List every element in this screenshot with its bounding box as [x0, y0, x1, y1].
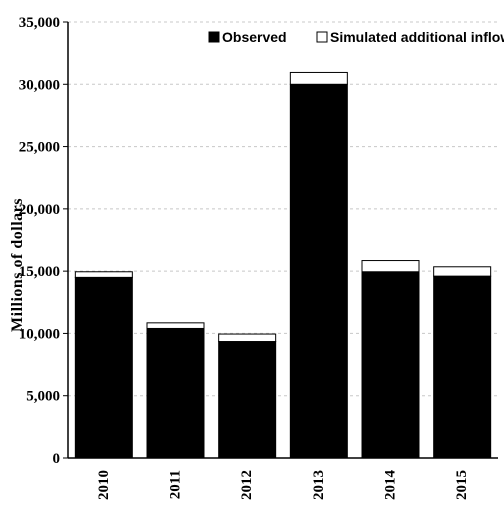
x-tick-label: 2010	[96, 470, 112, 500]
x-tick-label: 2015	[454, 470, 470, 500]
y-tick-label: 15,000	[19, 264, 60, 280]
bar-simulated-2012	[218, 333, 277, 343]
legend-label-simulated: Simulated additional inflows	[330, 29, 504, 45]
legend-swatch-simulated	[316, 31, 328, 43]
x-tick-labels: 2010 2011 2012 2013 2014 2015	[96, 470, 470, 501]
bar-observed-2014	[361, 271, 420, 459]
y-tick-label: 35,000	[19, 15, 60, 31]
y-tick-label: 10,000	[19, 326, 60, 342]
legend: Observed Simulated additional inflows	[208, 29, 504, 45]
x-tick-label: 2012	[239, 470, 255, 500]
y-tick-label: 0	[53, 451, 61, 467]
legend-swatch-observed	[208, 31, 220, 43]
y-tick-label: 30,000	[19, 77, 60, 93]
x-tick-label: 2014	[383, 470, 399, 501]
y-axis-label: Millions of dollars	[9, 198, 26, 332]
y-tick-label: 25,000	[19, 140, 60, 156]
y-tick-labels: 0 5,000 10,000 15,000 20,000 25,000 30,000 35,0…	[19, 15, 68, 467]
bar-observed-2010	[74, 276, 133, 459]
bar-observed-2012	[218, 341, 277, 459]
bar-simulated-2011	[146, 322, 205, 329]
bar-simulated-2013	[289, 71, 348, 85]
y-tick-label: 20,000	[19, 202, 60, 218]
bar-simulated-2014	[361, 260, 420, 273]
bar-simulated-2010	[74, 271, 133, 278]
bars	[74, 71, 492, 459]
x-tick-label: 2013	[311, 470, 327, 500]
x-tick-label: 2011	[168, 470, 184, 499]
bar-observed-2011	[146, 327, 205, 459]
bar-observed-2013	[289, 83, 348, 459]
y-tick-label: 5,000	[26, 389, 60, 405]
legend-label-observed: Observed	[222, 29, 287, 45]
bar-simulated-2015	[433, 266, 492, 277]
bar-observed-2015	[433, 275, 492, 459]
